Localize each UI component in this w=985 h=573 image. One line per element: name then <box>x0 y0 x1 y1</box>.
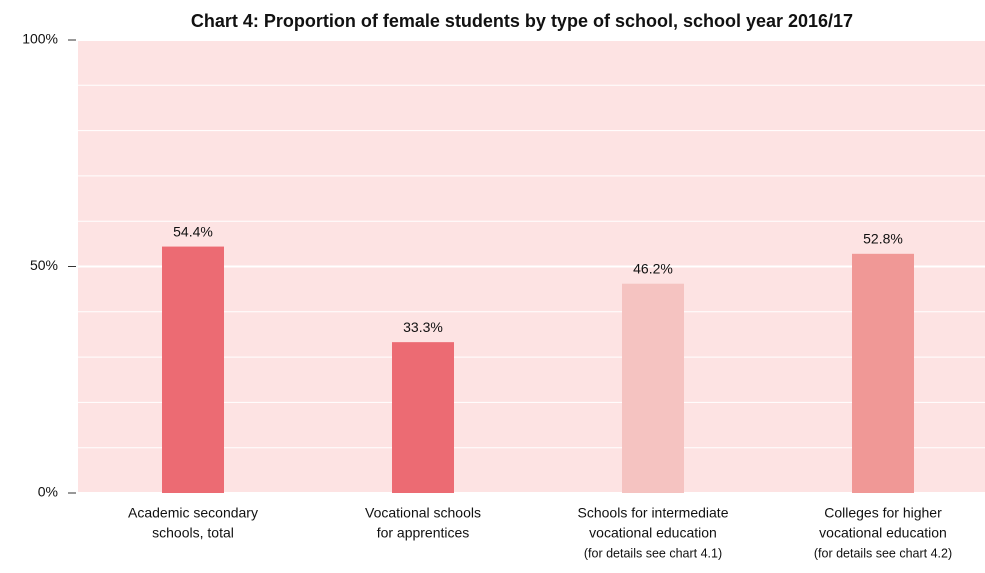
x-tick-label: Vocational schools <box>365 505 481 521</box>
x-tick-label: vocational education <box>589 525 717 541</box>
x-tick-label: (for details see chart 4.1) <box>584 546 722 560</box>
value-label: 46.2% <box>633 260 673 276</box>
x-tick-label: Colleges for higher <box>824 505 942 521</box>
value-label: 33.3% <box>403 319 443 335</box>
y-tick-label: 50% <box>30 257 58 273</box>
chart-title: Chart 4: Proportion of female students b… <box>191 11 853 31</box>
y-tick-label: 100% <box>22 31 58 47</box>
value-label: 52.8% <box>863 231 903 247</box>
value-label: 54.4% <box>173 223 213 239</box>
bar <box>162 246 224 493</box>
bar <box>852 253 914 493</box>
bar <box>622 283 684 493</box>
x-tick-label: Schools for intermediate <box>578 505 729 521</box>
bar <box>392 342 454 493</box>
x-tick-label: for apprentices <box>377 525 470 541</box>
y-tick-label: 0% <box>38 484 58 500</box>
x-tick-label: Academic secondary <box>128 505 258 521</box>
x-tick-label: vocational education <box>819 525 947 541</box>
x-tick-label: (for details see chart 4.2) <box>814 546 952 560</box>
x-tick-label: schools, total <box>152 525 234 541</box>
